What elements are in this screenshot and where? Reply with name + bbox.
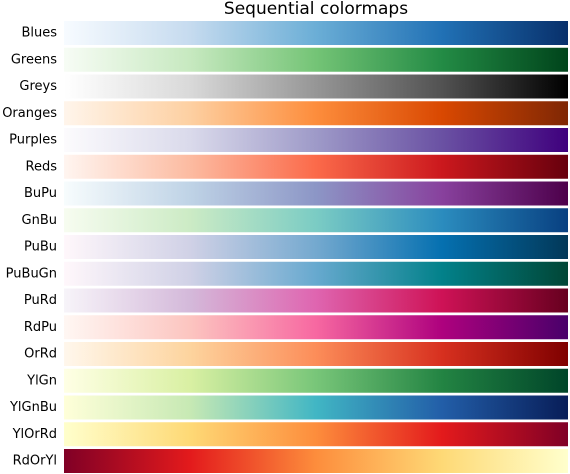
colormap-bar (64, 288, 568, 313)
colormap-label: YlOrRd (12, 427, 57, 442)
colormap-label: PuBuGn (6, 266, 57, 281)
colormap-label: PuBu (24, 240, 57, 255)
colormap-bar (64, 47, 568, 72)
colormap-bar (64, 101, 568, 126)
colormap-bar (64, 261, 568, 286)
colormap-label: Greys (19, 79, 57, 94)
colormap-label: Blues (21, 26, 57, 41)
colormap-label: YlGnBu (9, 400, 57, 415)
colormap-bar (64, 235, 568, 259)
colormap-bar (64, 21, 568, 45)
colormap-bar (64, 449, 568, 473)
colormap-label: Reds (26, 159, 58, 174)
colormap-bar (64, 368, 568, 393)
colormap-bar (64, 208, 568, 233)
colormap-label: GnBu (22, 213, 57, 228)
figure-title: Sequential colormaps (224, 0, 408, 19)
colormap-bar (64, 342, 568, 366)
colormap-label: OrRd (24, 347, 57, 362)
colormap-bar (64, 422, 568, 447)
colormap-bar (64, 181, 568, 206)
colormap-bar (64, 315, 568, 340)
colormap-label: YlGn (26, 373, 57, 388)
colormap-label: RdPu (24, 320, 57, 335)
colormap-bar (64, 128, 568, 152)
colormap-label: PuRd (24, 293, 57, 308)
colormap-label: BuPu (24, 186, 57, 201)
colormap-label: Purples (9, 133, 57, 148)
colormap-bar (64, 154, 568, 179)
colormap-bar (64, 74, 568, 99)
colormap-label: RdOrYl (13, 454, 57, 469)
colormap-bar (64, 395, 568, 420)
colormap-label: Oranges (2, 106, 57, 121)
colormap-label: Greens (11, 52, 57, 67)
